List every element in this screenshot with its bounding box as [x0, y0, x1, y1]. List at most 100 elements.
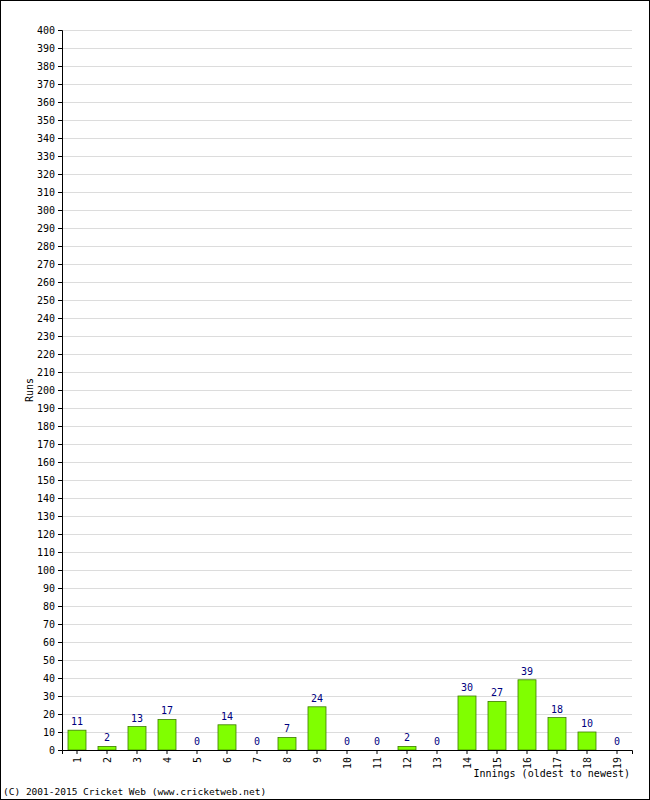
data-label: 2 — [104, 732, 110, 743]
y-tick-mark — [58, 84, 62, 85]
x-tick-label: 5 — [192, 757, 203, 763]
grid-line — [62, 174, 632, 175]
bar — [278, 737, 296, 750]
y-tick-label: 120 — [37, 529, 55, 540]
grid-line — [62, 480, 632, 481]
y-tick: 230 — [37, 331, 62, 342]
y-tick-mark — [58, 174, 62, 175]
data-label: 39 — [521, 666, 533, 677]
x-axis: 12345678910111213141516171819 — [63, 750, 633, 769]
y-tick: 280 — [37, 241, 62, 252]
grid-line — [62, 552, 632, 553]
x-tick-label: 9 — [312, 757, 323, 763]
y-tick-mark — [58, 642, 62, 643]
x-tick-label: 3 — [132, 757, 143, 763]
y-tick: 80 — [43, 601, 62, 612]
x-tick-mark — [497, 750, 498, 754]
x-tick: 13 — [432, 750, 443, 769]
x-tick-mark — [227, 750, 228, 754]
y-tick-label: 330 — [37, 151, 55, 162]
x-tick: 12 — [402, 750, 413, 769]
y-tick-label: 320 — [37, 169, 55, 180]
x-tick: 4 — [162, 750, 173, 763]
y-tick-label: 10 — [43, 727, 55, 738]
data-label: 0 — [344, 736, 350, 747]
y-tick: 200 — [37, 385, 62, 396]
bar — [68, 730, 86, 750]
y-tick-mark — [58, 372, 62, 373]
y-tick-label: 260 — [37, 277, 55, 288]
grid-line — [62, 354, 632, 355]
y-tick: 310 — [37, 187, 62, 198]
y-tick: 360 — [37, 97, 62, 108]
y-tick-label: 310 — [37, 187, 55, 198]
x-tick-label: 7 — [252, 757, 263, 763]
x-tick: 16 — [522, 750, 533, 769]
data-label: 13 — [131, 713, 143, 724]
grid-line — [62, 714, 632, 715]
bar — [128, 727, 146, 750]
bar — [428, 750, 446, 751]
y-tick-mark — [58, 480, 62, 481]
grid-line — [62, 516, 632, 517]
grid-line — [62, 642, 632, 643]
grid-line — [62, 606, 632, 607]
y-tick-label: 170 — [37, 439, 55, 450]
y-tick: 110 — [37, 547, 62, 558]
y-tick: 150 — [37, 475, 62, 486]
y-tick-mark — [58, 336, 62, 337]
frame — [1, 1, 650, 800]
y-tick: 220 — [37, 349, 62, 360]
grid-line — [62, 588, 632, 589]
y-tick-label: 160 — [37, 457, 55, 468]
x-tick-mark — [617, 750, 618, 754]
y-tick-mark — [58, 408, 62, 409]
x-tick: 7 — [252, 750, 263, 763]
x-tick-label: 1 — [72, 757, 83, 763]
x-tick-label: 8 — [282, 757, 293, 763]
grid-line — [62, 192, 632, 193]
grid-line — [62, 84, 632, 85]
y-tick-mark — [58, 48, 62, 49]
x-tick-mark — [257, 750, 258, 754]
y-tick-label: 230 — [37, 331, 55, 342]
data-label: 0 — [374, 736, 380, 747]
y-tick-label: 210 — [37, 367, 55, 378]
y-tick-label: 200 — [37, 385, 55, 396]
x-axis-title: Innings (oldest to newest) — [473, 768, 630, 779]
y-tick: 90 — [43, 583, 62, 594]
y-tick-label: 240 — [37, 313, 55, 324]
y-tick: 400 — [37, 25, 62, 36]
y-tick-label: 370 — [37, 79, 55, 90]
y-tick-label: 40 — [43, 673, 55, 684]
y-tick-mark — [58, 750, 62, 751]
grid-line — [62, 624, 632, 625]
x-tick-mark — [587, 750, 588, 754]
y-tick-mark — [58, 66, 62, 67]
grid-line — [62, 426, 632, 427]
y-tick: 160 — [37, 457, 62, 468]
y-tick-mark — [58, 138, 62, 139]
grid — [62, 31, 632, 751]
y-tick: 0 — [49, 745, 62, 756]
y-tick: 20 — [43, 709, 62, 720]
y-tick: 10 — [43, 727, 62, 738]
y-tick-label: 390 — [37, 43, 55, 54]
data-label: 0 — [254, 736, 260, 747]
y-tick-label: 140 — [37, 493, 55, 504]
y-tick-label: 150 — [37, 475, 55, 486]
x-tick-label: 11 — [372, 757, 383, 769]
y-tick-label: 220 — [37, 349, 55, 360]
x-tick-mark — [197, 750, 198, 754]
y-axis: 0102030405060708090100110120130140150160… — [37, 25, 63, 756]
y-tick-label: 80 — [43, 601, 55, 612]
y-tick-label: 110 — [37, 547, 55, 558]
data-label: 0 — [434, 736, 440, 747]
y-tick-mark — [58, 516, 62, 517]
y-tick-label: 60 — [43, 637, 55, 648]
bar — [488, 701, 506, 750]
y-tick: 50 — [43, 655, 62, 666]
y-tick: 340 — [37, 133, 62, 144]
bars — [68, 680, 596, 750]
x-tick-mark — [317, 750, 318, 754]
